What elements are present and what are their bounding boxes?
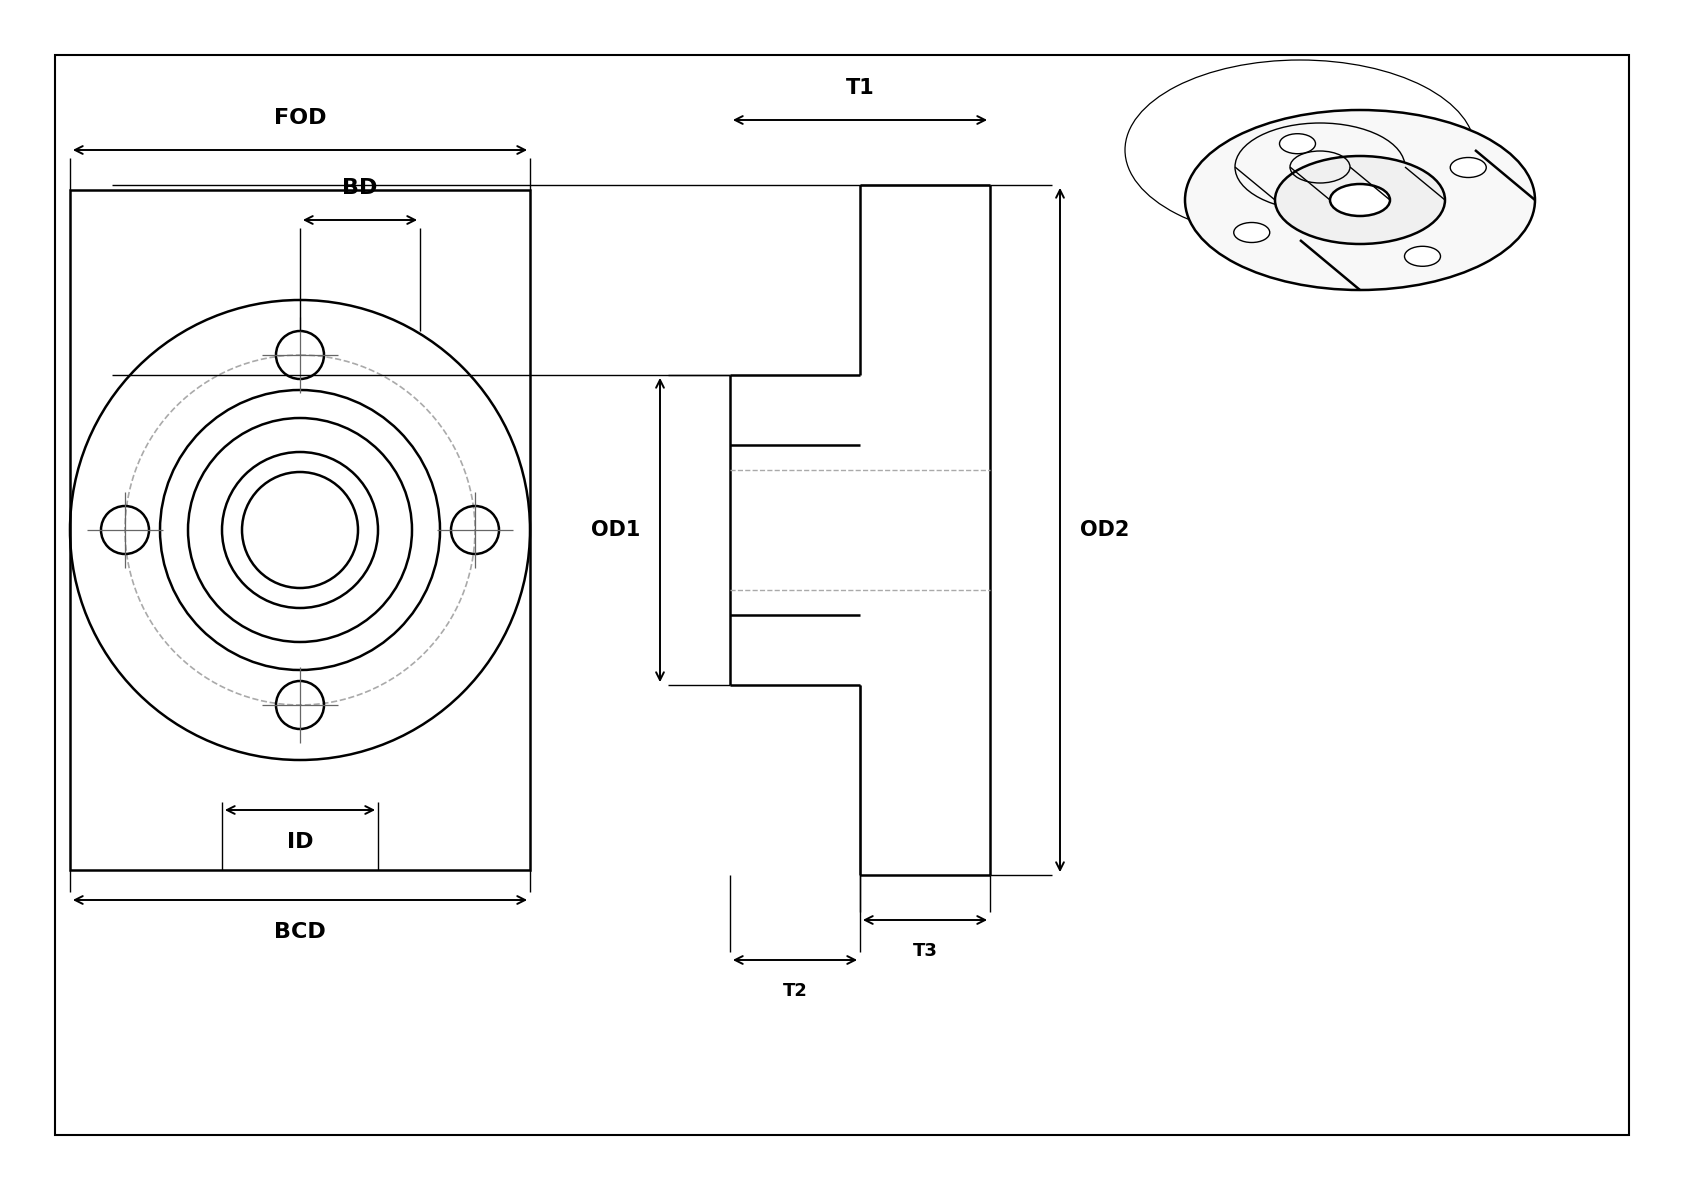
Ellipse shape	[1234, 223, 1270, 243]
Ellipse shape	[1186, 109, 1536, 290]
Ellipse shape	[1450, 157, 1487, 177]
Text: T3: T3	[913, 942, 938, 960]
Ellipse shape	[1280, 133, 1315, 154]
Text: OD1: OD1	[591, 520, 640, 540]
Text: BCD: BCD	[274, 922, 327, 942]
Bar	[71, 190, 530, 870]
Text: T1: T1	[845, 79, 874, 98]
Text: ID: ID	[286, 832, 313, 852]
Ellipse shape	[1275, 156, 1445, 244]
Text: OD2: OD2	[1079, 520, 1130, 540]
Text: BD: BD	[342, 178, 377, 198]
Text: T2: T2	[783, 982, 807, 1000]
Text: FOD: FOD	[274, 108, 327, 129]
Ellipse shape	[1330, 184, 1389, 217]
Ellipse shape	[1404, 246, 1440, 267]
